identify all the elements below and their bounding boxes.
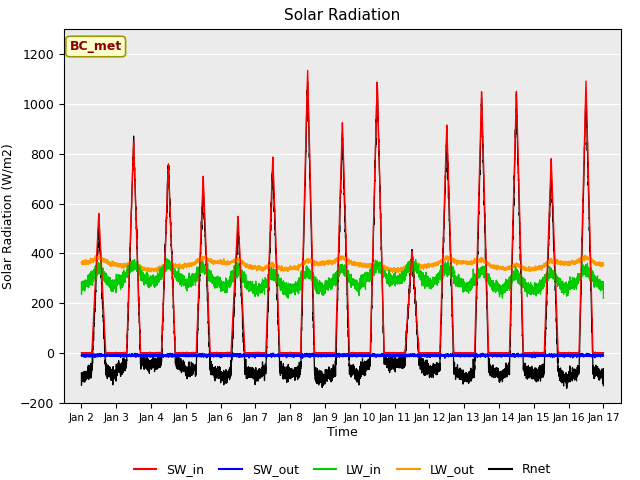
Title: Solar Radiation: Solar Radiation xyxy=(284,9,401,24)
X-axis label: Time: Time xyxy=(327,426,358,439)
Y-axis label: Solar Radiation (W/m2): Solar Radiation (W/m2) xyxy=(1,143,14,289)
Text: BC_met: BC_met xyxy=(70,40,122,53)
Legend: SW_in, SW_out, LW_in, LW_out, Rnet: SW_in, SW_out, LW_in, LW_out, Rnet xyxy=(129,458,556,480)
